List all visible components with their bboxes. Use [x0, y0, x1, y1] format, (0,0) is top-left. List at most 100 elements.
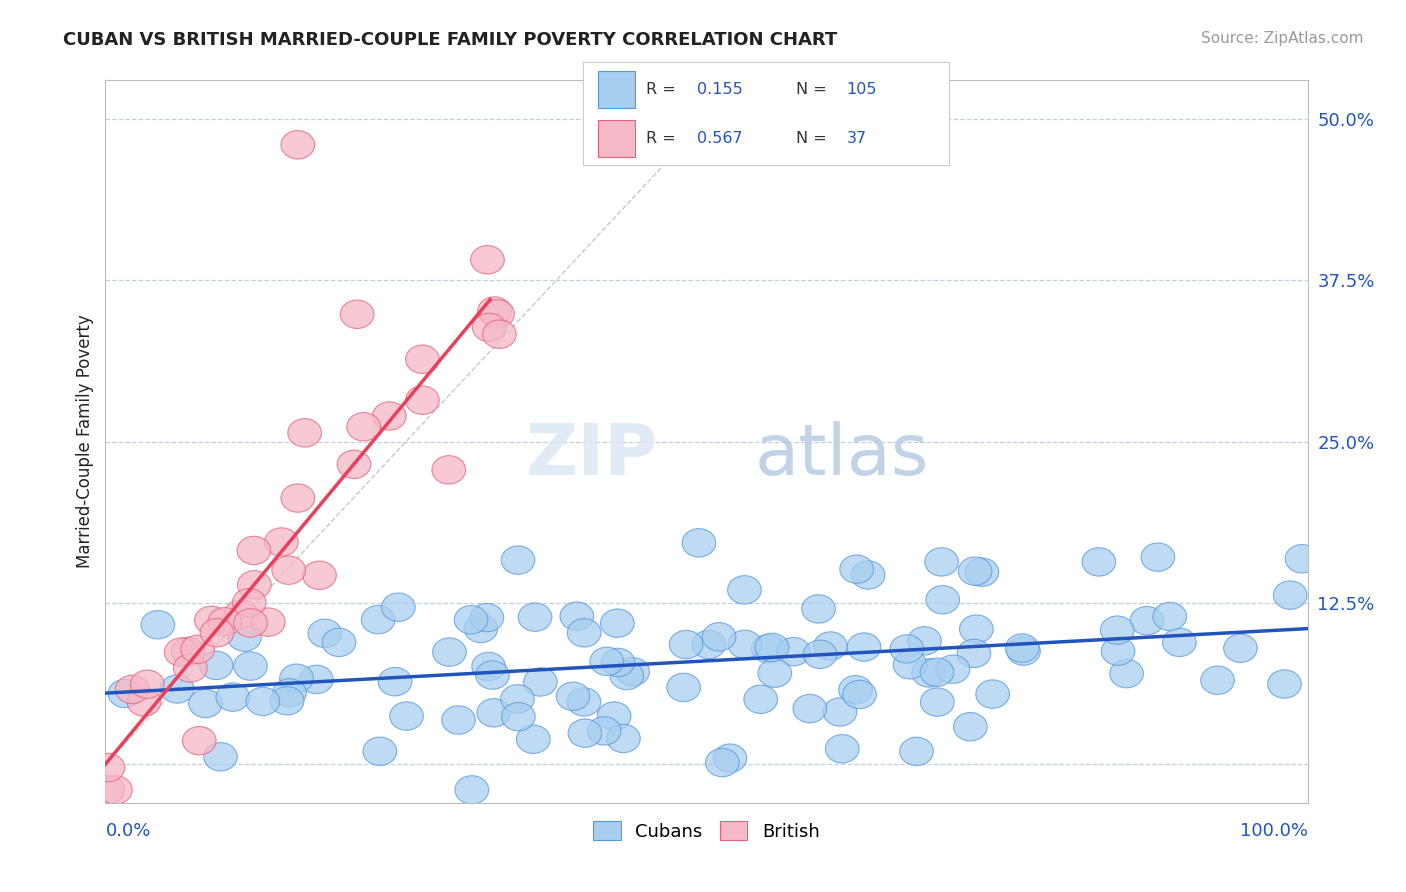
Ellipse shape [224, 599, 257, 628]
Ellipse shape [839, 555, 873, 583]
Ellipse shape [600, 609, 634, 638]
Ellipse shape [616, 657, 650, 686]
Text: N =: N = [796, 81, 831, 96]
Ellipse shape [516, 725, 550, 754]
Ellipse shape [441, 706, 475, 734]
Ellipse shape [893, 650, 927, 679]
Ellipse shape [959, 615, 993, 643]
Ellipse shape [302, 561, 336, 590]
Ellipse shape [776, 638, 810, 665]
Text: 100.0%: 100.0% [1240, 822, 1308, 840]
Ellipse shape [127, 688, 160, 716]
Ellipse shape [1268, 670, 1302, 698]
Ellipse shape [890, 635, 924, 663]
Ellipse shape [363, 737, 396, 765]
Text: 0.155: 0.155 [697, 81, 742, 96]
Ellipse shape [172, 638, 205, 665]
Ellipse shape [271, 556, 305, 584]
Ellipse shape [1285, 544, 1319, 573]
Ellipse shape [208, 607, 242, 636]
Ellipse shape [1201, 666, 1234, 695]
Ellipse shape [173, 654, 207, 682]
Ellipse shape [1005, 634, 1039, 662]
Ellipse shape [602, 648, 636, 677]
Ellipse shape [851, 561, 884, 589]
Ellipse shape [482, 320, 516, 349]
Text: 0.0%: 0.0% [105, 822, 150, 840]
Ellipse shape [432, 456, 465, 484]
Ellipse shape [669, 631, 703, 658]
Ellipse shape [606, 724, 640, 753]
Text: 37: 37 [846, 131, 868, 146]
Ellipse shape [912, 659, 945, 687]
Ellipse shape [957, 640, 991, 667]
Ellipse shape [273, 679, 307, 707]
Ellipse shape [433, 638, 467, 666]
Ellipse shape [288, 418, 322, 447]
Ellipse shape [751, 634, 785, 663]
Ellipse shape [1130, 607, 1164, 635]
Ellipse shape [141, 610, 174, 639]
Ellipse shape [501, 546, 534, 574]
Ellipse shape [588, 716, 621, 745]
Text: R =: R = [645, 81, 681, 96]
Ellipse shape [200, 651, 233, 680]
Ellipse shape [842, 681, 876, 709]
Ellipse shape [389, 702, 423, 731]
Ellipse shape [281, 130, 315, 159]
Ellipse shape [217, 683, 250, 711]
Ellipse shape [908, 627, 941, 655]
Ellipse shape [181, 635, 215, 664]
Ellipse shape [1274, 581, 1308, 609]
FancyBboxPatch shape [598, 70, 634, 108]
Ellipse shape [706, 748, 740, 777]
Ellipse shape [1007, 637, 1040, 665]
Ellipse shape [728, 575, 761, 604]
Ellipse shape [557, 682, 591, 711]
Ellipse shape [165, 638, 198, 666]
Ellipse shape [281, 483, 315, 512]
Ellipse shape [839, 675, 872, 704]
Ellipse shape [337, 450, 371, 478]
Text: CUBAN VS BRITISH MARRIED-COUPLE FAMILY POVERTY CORRELATION CHART: CUBAN VS BRITISH MARRIED-COUPLE FAMILY P… [63, 31, 838, 49]
FancyBboxPatch shape [598, 120, 634, 157]
Ellipse shape [131, 670, 165, 698]
Ellipse shape [920, 658, 953, 687]
Ellipse shape [900, 737, 934, 765]
Ellipse shape [264, 528, 298, 557]
Ellipse shape [478, 297, 512, 326]
Ellipse shape [238, 536, 271, 565]
Ellipse shape [728, 630, 762, 658]
Ellipse shape [523, 668, 557, 696]
Ellipse shape [959, 557, 991, 585]
Ellipse shape [1223, 634, 1257, 663]
Ellipse shape [252, 608, 285, 636]
Ellipse shape [475, 661, 509, 690]
Ellipse shape [299, 665, 333, 694]
Ellipse shape [233, 608, 267, 637]
Ellipse shape [233, 652, 267, 681]
Ellipse shape [232, 589, 266, 617]
Ellipse shape [322, 628, 356, 657]
Ellipse shape [454, 606, 488, 634]
Text: 0.567: 0.567 [697, 131, 742, 146]
Ellipse shape [1109, 659, 1143, 688]
Ellipse shape [477, 698, 510, 727]
Ellipse shape [501, 685, 534, 713]
Ellipse shape [381, 593, 415, 622]
Legend: Cubans, British: Cubans, British [586, 814, 827, 848]
Ellipse shape [1083, 548, 1115, 576]
Ellipse shape [115, 675, 149, 704]
Ellipse shape [598, 702, 631, 731]
Text: Source: ZipAtlas.com: Source: ZipAtlas.com [1201, 31, 1364, 46]
Ellipse shape [405, 386, 439, 415]
Ellipse shape [965, 558, 998, 586]
Ellipse shape [1142, 543, 1174, 571]
Ellipse shape [200, 618, 233, 647]
Ellipse shape [471, 245, 505, 274]
Ellipse shape [1101, 637, 1135, 665]
Ellipse shape [803, 640, 837, 668]
Ellipse shape [610, 661, 644, 690]
Ellipse shape [91, 754, 125, 781]
Ellipse shape [373, 402, 406, 430]
